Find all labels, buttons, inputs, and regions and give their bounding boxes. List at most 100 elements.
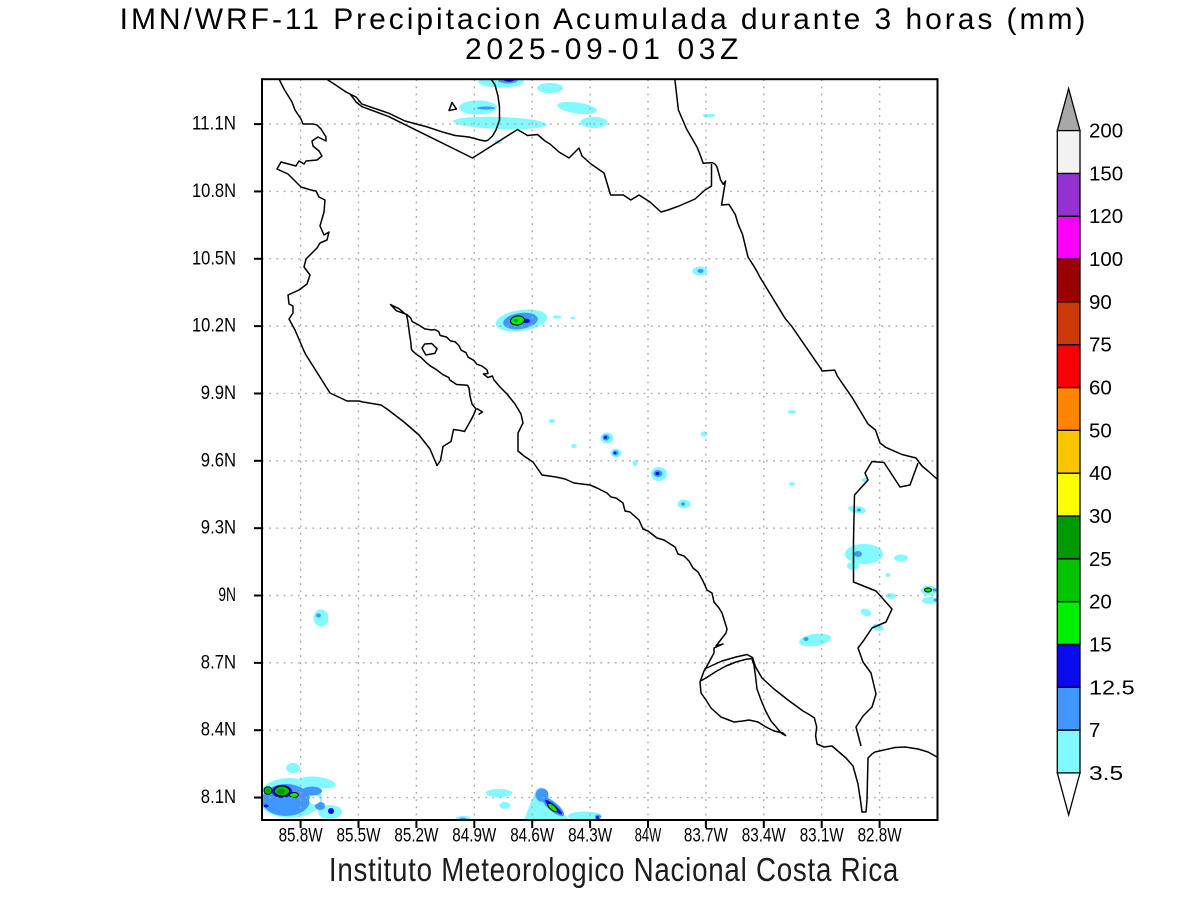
precip-cell: [570, 316, 576, 320]
precip-cell: [302, 786, 322, 796]
y-tick-label: 8.4N: [201, 720, 236, 741]
precip-cell: [655, 471, 660, 476]
x-tick-label: 84W: [635, 826, 661, 847]
x-tick-label: 85.5W: [337, 826, 381, 847]
y-tick-label: 10.5N: [192, 248, 236, 269]
map-line-lake-nicaragua-east-shore: [484, 79, 501, 142]
institute-caption: Instituto Meteorologico Nacional Costa R…: [328, 851, 900, 888]
colorbar-above-arrow: [1056, 86, 1081, 132]
precip-cell: [697, 269, 704, 273]
precip-cell: [315, 802, 325, 810]
precip-cell: [681, 502, 685, 506]
precip-cell: [702, 113, 716, 118]
precip-cell: [263, 804, 269, 808]
precip-cell: [894, 554, 908, 562]
precip-cell: [872, 623, 884, 632]
coastline-borders-layer: [276, 79, 938, 813]
colorbar-legend: 3.5 7 12.5 15 20 25 30 40 50 60 75 90 100 120 150 200: [1056, 86, 1135, 818]
y-tick-label: 9.6N: [201, 450, 236, 471]
colorbar-band: [1056, 515, 1081, 560]
precip-cell: [854, 551, 862, 557]
colorbar-level-label: 7: [1089, 719, 1100, 742]
y-tick-label: 11.1N: [192, 114, 236, 135]
colorbar-band: [1056, 558, 1081, 603]
precip-cell: [328, 808, 334, 814]
plot-frame: [261, 78, 939, 821]
precip-cell: [266, 788, 270, 793]
colorbar-level-label: 150: [1089, 162, 1123, 185]
colorbar-below-arrow: [1056, 772, 1081, 818]
precip-cell: [803, 637, 809, 641]
precip-cell: [316, 613, 321, 618]
x-tick-label: 85.2W: [394, 826, 438, 847]
x-tick-label: 85.8W: [279, 826, 323, 847]
colorbar-band: [1056, 215, 1081, 260]
precip-cell: [799, 633, 831, 647]
precip-cell: [277, 788, 285, 795]
colorbar-band: [1056, 301, 1081, 346]
colorbar-level-label: 40: [1089, 462, 1112, 485]
colorbar-level-label: 100: [1089, 248, 1123, 271]
precipitation-shading-layer: [262, 79, 938, 820]
colorbar-band: [1056, 686, 1081, 731]
y-tick-label: 9.3N: [201, 518, 236, 539]
colorbar-band: [1056, 429, 1081, 474]
precip-cell: [485, 789, 513, 797]
map-line-lake-island: [448, 101, 458, 112]
precip-cell: [568, 811, 602, 820]
x-tick-label: 83.1W: [800, 826, 844, 847]
precip-cell: [848, 505, 866, 514]
precip-cell: [845, 544, 883, 564]
precip-cell: [552, 315, 562, 319]
map-line-nicaragua-border: [349, 93, 713, 213]
y-tick-label: 10.8N: [192, 181, 236, 202]
precip-cell: [289, 792, 299, 798]
precip-cell: [922, 597, 938, 604]
y-tick-label: 8.1N: [201, 787, 236, 808]
colorbar-band: [1056, 643, 1081, 688]
map-line-osa-isthmus-edge: [700, 657, 752, 682]
map-line-caribbean-coast: [674, 79, 938, 480]
map-line-panama-border: [852, 460, 919, 747]
precip-cell: [499, 802, 511, 809]
map-line-pacific-coast-and-costa-rica-outline: [276, 79, 787, 737]
colorbar-level-label: 25: [1089, 548, 1112, 571]
colorbar-level-label: 15: [1089, 633, 1112, 656]
colorbar-band: [1056, 472, 1081, 517]
precip-cell: [932, 588, 937, 592]
precip-cell: [313, 609, 329, 627]
map-line-chira-island: [421, 342, 438, 356]
precip-cell: [557, 101, 597, 115]
precip-cell: [860, 608, 872, 617]
x-tick-label: 84.6W: [510, 826, 554, 847]
y-tick-label: 8.7N: [201, 652, 236, 673]
precip-cell: [857, 508, 861, 512]
gridlines-layer: [262, 79, 938, 820]
colorbar-level-label: 120: [1089, 205, 1123, 228]
precip-cell: [453, 116, 547, 130]
precip-cell: [571, 444, 577, 448]
precip-cell: [933, 598, 938, 602]
precip-cell: [596, 816, 599, 819]
precip-cell: [286, 763, 300, 773]
plot-frame-and-axes: 85.8W 85.5W 85.2W 84.9W 84.6W 84.3W 84W 83.7W 83…: [192, 78, 939, 847]
precip-cell: [924, 587, 932, 593]
colorbar-band: [1056, 129, 1081, 175]
colorbar-band: [1056, 386, 1081, 431]
colorbar-level-label: 60: [1089, 377, 1112, 400]
y-tick-label: 9.9N: [201, 383, 236, 404]
precip-cell: [537, 83, 563, 93]
precip-cell: [514, 319, 518, 322]
precip-cell: [603, 436, 608, 439]
map-line-lake-nicaragua-south-shore: [326, 79, 486, 142]
x-tick-label: 83.4W: [742, 826, 786, 847]
precip-cell: [885, 573, 891, 577]
colorbar-level-label: 12.5: [1089, 676, 1135, 699]
chart-subtitle-datetime: 2025-09-01 03Z: [465, 33, 743, 66]
colorbar-level-label: 50: [1089, 419, 1112, 442]
map-line-negritos-islets: [476, 407, 484, 416]
precip-cell: [477, 106, 495, 110]
precip-cell: [613, 451, 617, 455]
